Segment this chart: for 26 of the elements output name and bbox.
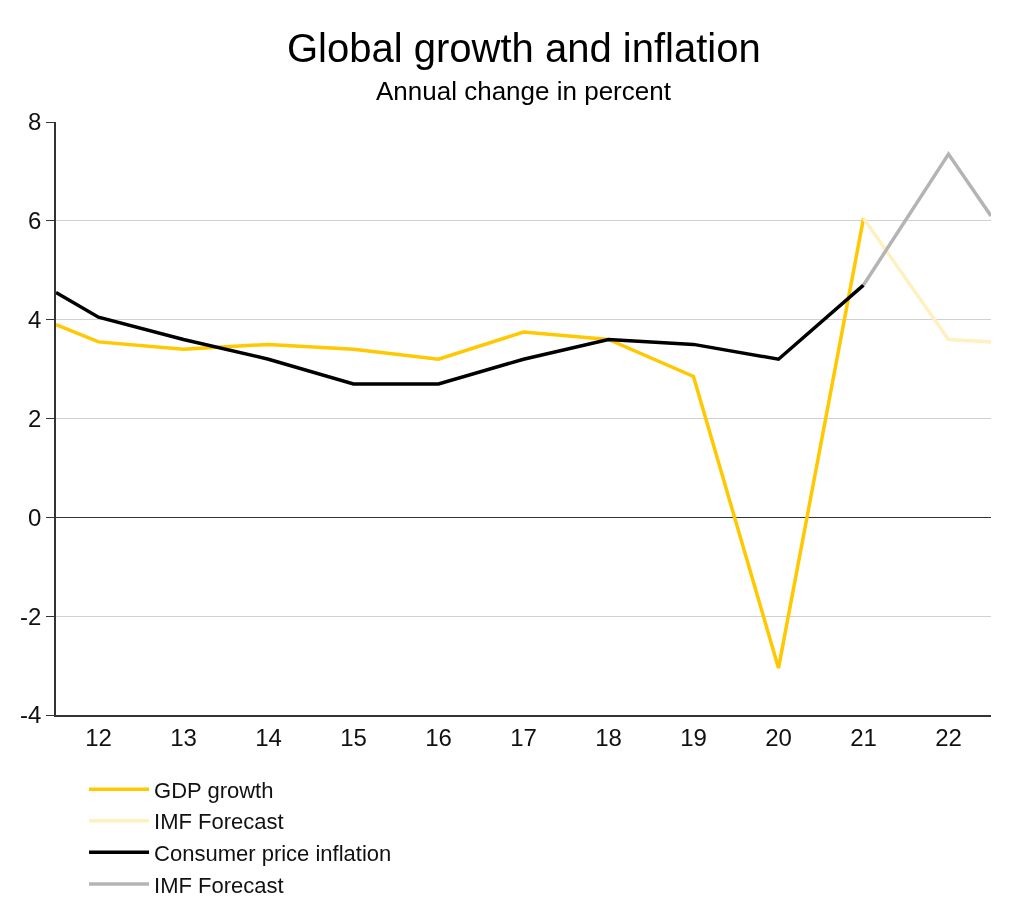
chart-title: Global growth and inflation <box>287 26 761 70</box>
y-tick-label: 0 <box>28 503 42 531</box>
line-series <box>56 283 866 386</box>
legend-label: Consumer price inflation <box>154 840 392 866</box>
legend-label: GDP growth <box>154 777 274 803</box>
y-tick-label: -2 <box>20 602 42 630</box>
legend-label: IMF Forecast <box>154 809 284 835</box>
line-series <box>56 216 866 670</box>
y-tick-label: 4 <box>28 306 42 334</box>
chart-subtitle: Annual change in percent <box>376 76 672 106</box>
x-tick-label: 12 <box>85 723 112 751</box>
x-tick-label: 16 <box>425 723 452 751</box>
x-tick-label: 21 <box>850 723 877 751</box>
y-tick-label: 2 <box>28 404 42 432</box>
x-tick-label: 22 <box>935 723 962 751</box>
x-tick-label: 18 <box>595 723 622 751</box>
x-tick-label: 19 <box>680 723 707 751</box>
y-tick-label: 6 <box>28 207 42 235</box>
x-tick-label: 20 <box>765 723 792 751</box>
legend-label: IMF Forecast <box>154 872 284 898</box>
y-tick-label: -4 <box>20 701 42 729</box>
y-tick-label: 8 <box>28 108 42 136</box>
x-tick-label: 14 <box>255 723 282 751</box>
x-tick-label: 17 <box>510 723 537 751</box>
x-tick-label: 15 <box>340 723 367 751</box>
x-tick-label: 13 <box>170 723 197 751</box>
